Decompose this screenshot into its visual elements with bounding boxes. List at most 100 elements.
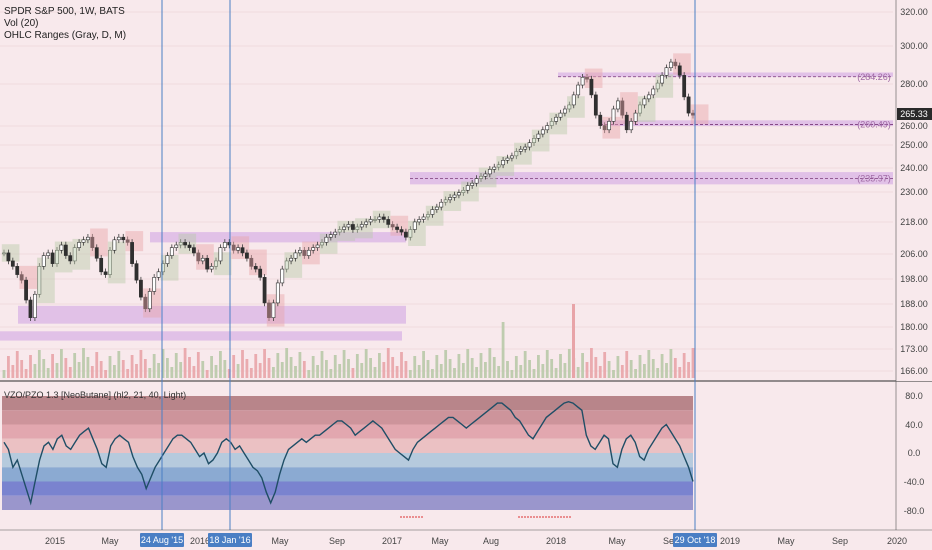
volume-bar <box>541 364 545 378</box>
price-tick-label: 250.00 <box>900 140 928 150</box>
symbol-label[interactable]: SPDR S&P 500, 1W, BATS <box>4 6 125 17</box>
candle-body <box>222 242 227 248</box>
date-badge-label: 18 Jan '16 <box>209 535 250 545</box>
volume-bar <box>320 351 324 378</box>
candle-body <box>664 67 669 76</box>
volume-bar <box>386 348 390 378</box>
ohlc-range-shade <box>602 116 621 139</box>
range-box-2014 <box>0 331 402 341</box>
volume-bar <box>24 369 28 378</box>
volume-bar <box>378 353 381 378</box>
volume-bar <box>607 361 611 378</box>
candle-body <box>50 252 55 264</box>
time-tick-label: Sep <box>329 536 345 546</box>
time-tick-label: 2015 <box>45 536 65 546</box>
candle-body <box>41 255 46 267</box>
candle-body <box>426 214 430 218</box>
ohlc-range-shade <box>37 257 55 304</box>
candle-body <box>196 252 201 262</box>
volume-bar <box>629 360 633 378</box>
volume-bar <box>316 365 319 378</box>
volume-bar <box>616 356 620 378</box>
candle-body <box>134 263 139 281</box>
price-tick-label: 260.00 <box>900 121 928 131</box>
candle-body <box>351 224 355 230</box>
volume-bar <box>342 350 346 378</box>
osc-tick-label: 80.0 <box>905 391 923 401</box>
candle-body <box>549 121 554 126</box>
candle-body <box>46 252 51 256</box>
volume-bar <box>46 368 50 378</box>
osc-tick-label: 40.0 <box>905 420 923 430</box>
price-tick-label: 230.00 <box>900 187 928 197</box>
volume-bar <box>678 367 682 378</box>
ohlc-range-shade <box>390 215 409 236</box>
ohlc-range-shade <box>107 241 126 284</box>
volume-bar <box>329 369 333 378</box>
date-badge <box>208 533 252 547</box>
volume-bar <box>598 366 602 378</box>
candle-body <box>55 249 59 264</box>
candle-body <box>139 279 143 298</box>
volume-bar <box>267 358 271 378</box>
volume-bar <box>559 354 562 378</box>
oscillator-label[interactable]: VZO/PZO 1.3 [NeoButane] (hl2, 21, 40, Li… <box>4 390 187 400</box>
candle-body <box>545 125 550 131</box>
candle-body <box>390 224 395 228</box>
oscillator-legend[interactable]: VZO/PZO 1.3 [NeoButane] (hl2, 21, 40, Li… <box>4 389 186 401</box>
candle-body <box>669 61 673 69</box>
candle-body <box>293 252 298 259</box>
oscillator-zone <box>2 396 693 411</box>
range-box-2016 <box>150 232 406 243</box>
candle-body <box>81 239 86 243</box>
candle-body <box>571 94 576 106</box>
candle-body <box>59 244 64 251</box>
volume-bar <box>360 363 364 378</box>
ohlc-range-shade <box>549 112 568 135</box>
volume-bar <box>276 353 280 378</box>
candle-body <box>598 114 603 126</box>
candle-body <box>682 75 687 98</box>
volume-bar <box>157 363 160 378</box>
candle-body <box>404 231 408 238</box>
candle-body <box>231 244 236 251</box>
indicator-label[interactable]: OHLC Ranges (Gray, D, M) <box>4 30 127 41</box>
ohlc-range-shade <box>143 288 161 318</box>
candle-body <box>218 247 223 262</box>
ohlc-range-shade <box>372 210 391 229</box>
candle-body <box>245 252 249 259</box>
volume-bar <box>135 364 138 378</box>
volume-label[interactable]: Vol (20) <box>4 18 39 29</box>
volume-bar <box>338 364 342 378</box>
volume-bar <box>161 349 165 378</box>
volume-bar <box>391 357 395 378</box>
volume-bar <box>497 366 501 378</box>
volume-bar <box>99 361 103 378</box>
candle-body <box>174 244 179 248</box>
candle-body <box>77 242 81 248</box>
ohlc-range-shade <box>125 231 144 252</box>
candle-body <box>311 247 316 251</box>
candle-body <box>19 274 24 281</box>
volume-bar <box>422 351 425 378</box>
candle-body <box>214 260 218 267</box>
time-tick-label: 2018 <box>546 536 566 546</box>
ohlc-range-shade <box>584 68 603 88</box>
candle-body <box>439 201 444 208</box>
ohlc-range-shade <box>408 220 426 246</box>
candle-body <box>302 249 307 256</box>
candle-body <box>178 242 183 246</box>
volume-bar <box>29 355 32 378</box>
candle-body <box>262 277 267 304</box>
volume-bar <box>351 368 355 378</box>
ohlc-range-shade <box>213 252 232 276</box>
candle-body <box>192 247 196 254</box>
volume-bar <box>488 348 492 378</box>
oscillator-zone <box>2 424 693 439</box>
candle-body <box>72 247 77 262</box>
candle-body <box>24 279 28 301</box>
candle-body <box>655 82 660 90</box>
price-tick-label: 166.00 <box>900 366 928 376</box>
volume-bar <box>245 359 249 378</box>
